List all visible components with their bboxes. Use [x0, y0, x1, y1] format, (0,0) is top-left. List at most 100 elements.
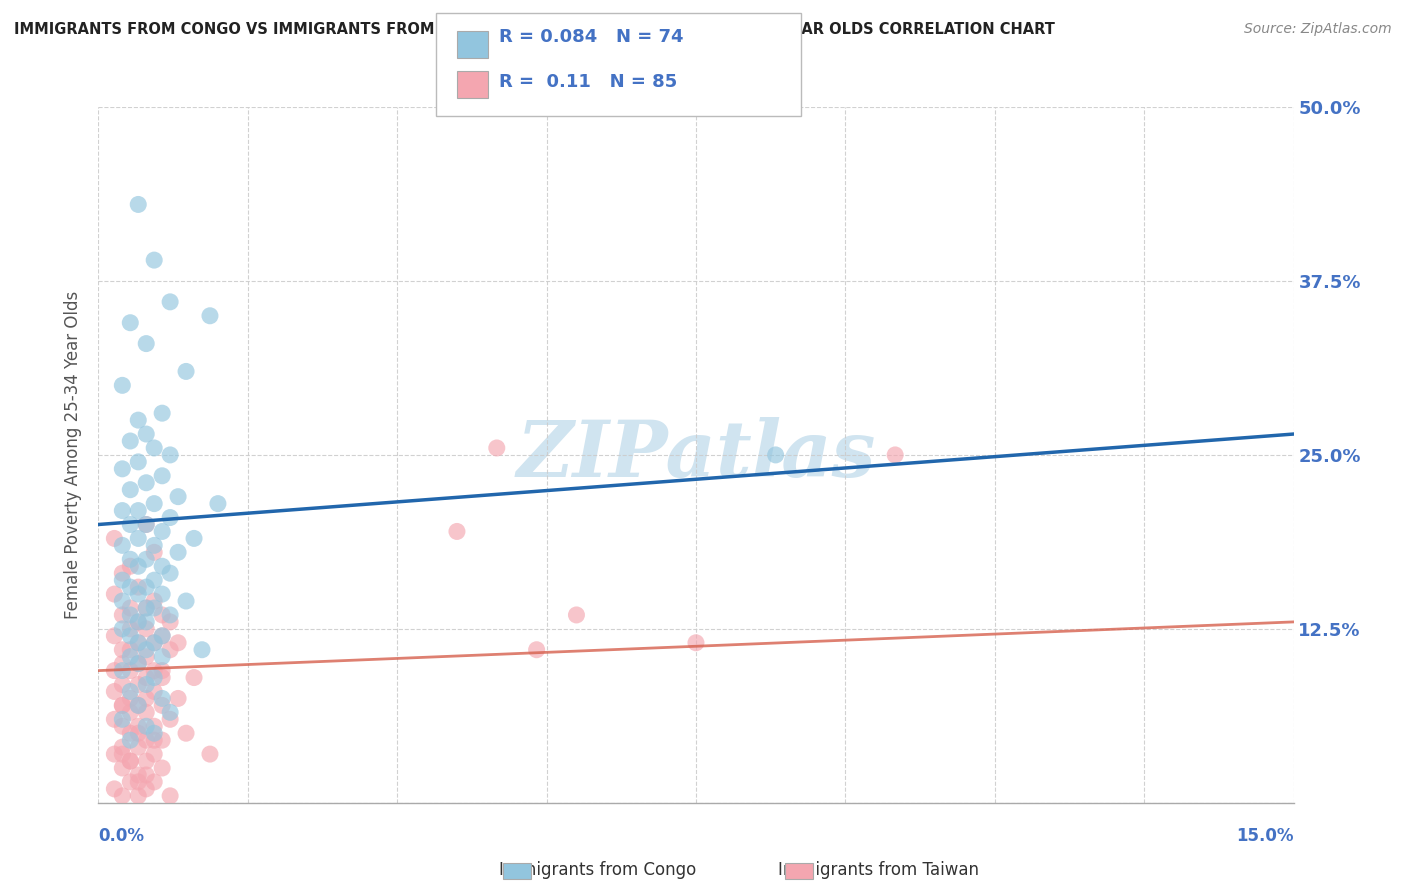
Point — [127, 719, 149, 733]
Point — [120, 691, 142, 706]
Y-axis label: Female Poverty Among 25-34 Year Olds: Female Poverty Among 25-34 Year Olds — [65, 291, 83, 619]
Point — [150, 468, 173, 483]
Point — [143, 441, 166, 455]
Point — [120, 316, 142, 330]
Point — [127, 698, 149, 713]
Point — [135, 671, 157, 685]
Point — [143, 664, 166, 678]
Point — [120, 601, 142, 615]
Point — [120, 434, 142, 448]
Point — [127, 768, 149, 782]
Point — [111, 573, 134, 587]
Point — [111, 719, 134, 733]
Point — [111, 698, 134, 713]
Point — [150, 671, 173, 685]
Point — [143, 253, 166, 268]
Point — [127, 789, 149, 803]
Point — [150, 761, 173, 775]
Point — [143, 601, 166, 615]
Point — [127, 636, 149, 650]
Point — [120, 706, 142, 720]
Point — [120, 733, 142, 747]
Point — [159, 510, 181, 524]
Point — [143, 545, 166, 559]
Point — [103, 747, 125, 761]
Point — [135, 427, 157, 442]
Point — [159, 615, 181, 629]
Point — [884, 448, 907, 462]
Point — [135, 642, 157, 657]
Point — [159, 294, 181, 309]
Point — [685, 636, 707, 650]
Point — [111, 622, 134, 636]
Point — [111, 378, 134, 392]
Point — [120, 607, 142, 622]
Point — [167, 545, 190, 559]
Point — [143, 573, 166, 587]
Point — [150, 664, 173, 678]
Point — [127, 503, 149, 517]
Point — [111, 642, 134, 657]
Point — [143, 719, 166, 733]
Point — [111, 503, 134, 517]
Point — [150, 629, 173, 643]
Point — [135, 615, 157, 629]
Point — [143, 538, 166, 552]
Point — [111, 657, 134, 671]
Point — [143, 733, 166, 747]
Point — [207, 497, 229, 511]
Text: IMMIGRANTS FROM CONGO VS IMMIGRANTS FROM TAIWAN FEMALE POVERTY AMONG 25-34 YEAR : IMMIGRANTS FROM CONGO VS IMMIGRANTS FROM… — [14, 22, 1054, 37]
Point — [111, 698, 134, 713]
Point — [159, 712, 181, 726]
Point — [127, 559, 149, 574]
Point — [111, 607, 134, 622]
Text: 15.0%: 15.0% — [1236, 827, 1294, 845]
Point — [174, 726, 197, 740]
Point — [135, 601, 157, 615]
Point — [135, 677, 157, 691]
Point — [111, 761, 134, 775]
Point — [127, 698, 149, 713]
Point — [150, 691, 173, 706]
Point — [167, 490, 190, 504]
Point — [150, 524, 173, 539]
Point — [135, 580, 157, 594]
Point — [127, 657, 149, 671]
Text: Immigrants from Congo: Immigrants from Congo — [499, 861, 696, 879]
Point — [167, 636, 190, 650]
Point — [150, 406, 173, 420]
Point — [120, 580, 142, 594]
Point — [159, 706, 181, 720]
Point — [127, 455, 149, 469]
Point — [127, 740, 149, 755]
Point — [103, 532, 125, 546]
Point — [135, 754, 157, 768]
Point — [183, 671, 205, 685]
Point — [135, 601, 157, 615]
Point — [111, 664, 134, 678]
Point — [120, 726, 142, 740]
Point — [159, 642, 181, 657]
Point — [135, 517, 157, 532]
Point — [135, 336, 157, 351]
Point — [127, 580, 149, 594]
Point — [150, 649, 173, 664]
Point — [127, 587, 149, 601]
Point — [120, 664, 142, 678]
Point — [111, 712, 134, 726]
Point — [198, 309, 221, 323]
Point — [111, 747, 134, 761]
Point — [135, 719, 157, 733]
Point — [159, 607, 181, 622]
Point — [159, 566, 181, 581]
Point — [120, 483, 142, 497]
Point — [127, 197, 149, 211]
Point — [120, 517, 142, 532]
Point — [127, 775, 149, 789]
Point — [143, 726, 166, 740]
Point — [150, 607, 173, 622]
Point — [143, 497, 166, 511]
Point — [120, 649, 142, 664]
Text: 0.0%: 0.0% — [98, 827, 145, 845]
Point — [111, 594, 134, 608]
